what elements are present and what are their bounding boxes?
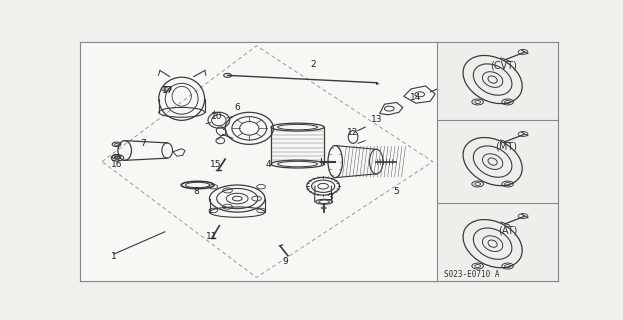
Text: 9: 9 [283,257,288,266]
Text: 10: 10 [211,111,222,121]
Text: 4: 4 [266,160,272,169]
Text: 15: 15 [210,160,221,169]
Bar [437,42,558,281]
Text: (MT): (MT) [495,142,517,152]
Text: 14: 14 [410,93,422,102]
Text: 8: 8 [193,187,199,196]
Text: (CVT): (CVT) [490,60,517,70]
Text: 16: 16 [111,160,122,169]
Text: 6: 6 [234,103,240,112]
Text: 3: 3 [327,193,333,202]
Text: 17: 17 [162,86,173,95]
Text: 1: 1 [112,252,117,261]
Text: 11: 11 [206,232,218,241]
Text: 2: 2 [310,60,316,69]
Text: 12: 12 [348,128,359,137]
Text: 5: 5 [394,187,399,196]
Text: 13: 13 [371,115,382,124]
Text: 7: 7 [140,139,146,148]
Text: S023-E0710 A: S023-E0710 A [444,270,500,279]
Text: (AT): (AT) [498,226,517,236]
Bar [80,42,437,281]
